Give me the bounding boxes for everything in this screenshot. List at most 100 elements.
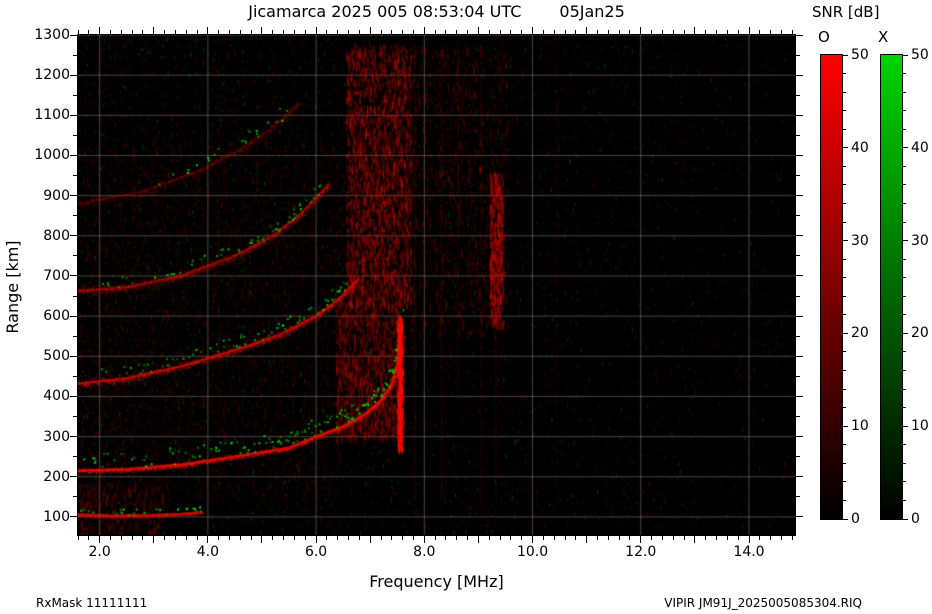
axis-tick bbox=[903, 370, 906, 372]
axis-tick bbox=[748, 27, 750, 34]
axis-tick bbox=[843, 499, 846, 501]
axis-tick bbox=[413, 536, 414, 540]
axis-tick bbox=[467, 30, 469, 34]
axis-tick bbox=[705, 30, 707, 34]
axis-tick bbox=[142, 536, 144, 540]
axis-tick bbox=[315, 536, 317, 543]
axis-tick bbox=[651, 30, 653, 34]
axis-tick bbox=[120, 30, 122, 34]
colorbar-tick-label: 50 bbox=[851, 47, 869, 63]
axis-tick bbox=[780, 30, 782, 34]
axis-tick bbox=[250, 536, 252, 540]
axis-tick bbox=[791, 30, 793, 34]
axis-tick bbox=[586, 27, 588, 34]
axis-tick bbox=[796, 34, 803, 36]
axis-tick bbox=[369, 536, 371, 543]
y-tick-label: 1000 bbox=[34, 147, 70, 164]
axis-tick bbox=[843, 462, 846, 464]
axis-tick bbox=[748, 536, 750, 543]
axis-tick bbox=[196, 30, 198, 34]
axis-tick bbox=[553, 30, 555, 34]
y-tick-label: 900 bbox=[43, 187, 70, 204]
axis-tick bbox=[672, 30, 674, 34]
axis-tick bbox=[796, 235, 803, 237]
colorbar-x-frame bbox=[880, 54, 903, 520]
axis-tick bbox=[456, 30, 458, 34]
axis-tick bbox=[903, 425, 908, 427]
axis-tick bbox=[109, 536, 111, 540]
colorbar-tick-label: 30 bbox=[911, 232, 929, 249]
colorbar-title: SNR [dB] bbox=[812, 3, 880, 21]
axis-tick bbox=[293, 536, 295, 540]
axis-tick bbox=[456, 536, 458, 540]
axis-tick bbox=[207, 27, 209, 34]
axis-tick bbox=[903, 110, 906, 112]
axis-tick bbox=[70, 476, 77, 478]
axis-tick bbox=[553, 536, 555, 540]
colorbar-tick-label: 20 bbox=[911, 325, 929, 342]
axis-tick bbox=[304, 536, 306, 540]
axis-tick bbox=[229, 30, 231, 34]
axis-tick bbox=[796, 315, 803, 317]
axis-tick bbox=[153, 536, 155, 543]
axis-tick bbox=[843, 184, 846, 186]
axis-tick bbox=[843, 54, 848, 56]
data-file-text: VIPIR JM91J_2025005085304.RIQ bbox=[664, 596, 862, 610]
axis-tick bbox=[239, 30, 241, 34]
axis-tick bbox=[73, 496, 77, 498]
axis-tick bbox=[796, 255, 800, 257]
axis-tick bbox=[843, 444, 846, 446]
axis-tick bbox=[843, 147, 848, 149]
axis-tick bbox=[843, 332, 848, 334]
axis-tick bbox=[683, 536, 685, 540]
axis-tick bbox=[326, 536, 328, 540]
axis-tick bbox=[726, 30, 728, 34]
axis-tick bbox=[843, 481, 846, 483]
axis-tick bbox=[796, 496, 800, 498]
axis-tick bbox=[445, 30, 447, 34]
axis-tick bbox=[315, 27, 317, 34]
axis-tick bbox=[304, 30, 306, 34]
axis-tick bbox=[716, 30, 718, 34]
axis-tick bbox=[153, 27, 155, 34]
axis-tick bbox=[796, 516, 803, 518]
axis-tick bbox=[796, 355, 803, 357]
axis-tick bbox=[770, 536, 772, 540]
x-tick-label: 12.0 bbox=[625, 544, 657, 560]
axis-tick bbox=[423, 27, 425, 34]
axis-tick bbox=[73, 215, 77, 217]
axis-tick bbox=[326, 30, 328, 34]
axis-tick bbox=[380, 30, 382, 34]
axis-tick bbox=[391, 536, 393, 540]
axis-tick bbox=[903, 481, 906, 483]
axis-tick bbox=[73, 335, 77, 337]
axis-tick bbox=[843, 240, 848, 242]
colorbar-tick-label: 10 bbox=[851, 418, 869, 435]
x-axis-label: Frequency [MHz] bbox=[369, 572, 504, 591]
axis-tick bbox=[70, 436, 77, 438]
axis-tick bbox=[726, 536, 728, 540]
axis-tick bbox=[903, 91, 906, 93]
colorbar-o-frame bbox=[820, 54, 843, 520]
x-tick-label: 6.0 bbox=[304, 544, 328, 560]
axis-tick bbox=[607, 536, 609, 540]
axis-tick bbox=[607, 30, 609, 34]
axis-tick bbox=[903, 147, 908, 149]
axis-tick bbox=[843, 425, 848, 427]
axis-tick bbox=[903, 202, 906, 204]
axis-tick bbox=[239, 536, 241, 540]
axis-tick bbox=[369, 27, 371, 34]
axis-tick bbox=[759, 30, 761, 34]
axis-tick bbox=[903, 258, 906, 260]
axis-tick bbox=[185, 30, 187, 34]
axis-tick bbox=[629, 536, 631, 540]
axis-tick bbox=[618, 536, 620, 540]
axis-tick bbox=[337, 536, 339, 540]
axis-tick bbox=[564, 536, 566, 540]
axis-tick bbox=[358, 536, 360, 540]
axis-tick bbox=[796, 215, 800, 217]
colorbar-x-canvas bbox=[881, 55, 902, 519]
axis-tick bbox=[70, 395, 77, 397]
axis-tick bbox=[70, 74, 77, 76]
title-row: Jicamarca 2025 005 08:53:04 UTC 05Jan25 bbox=[78, 2, 795, 21]
